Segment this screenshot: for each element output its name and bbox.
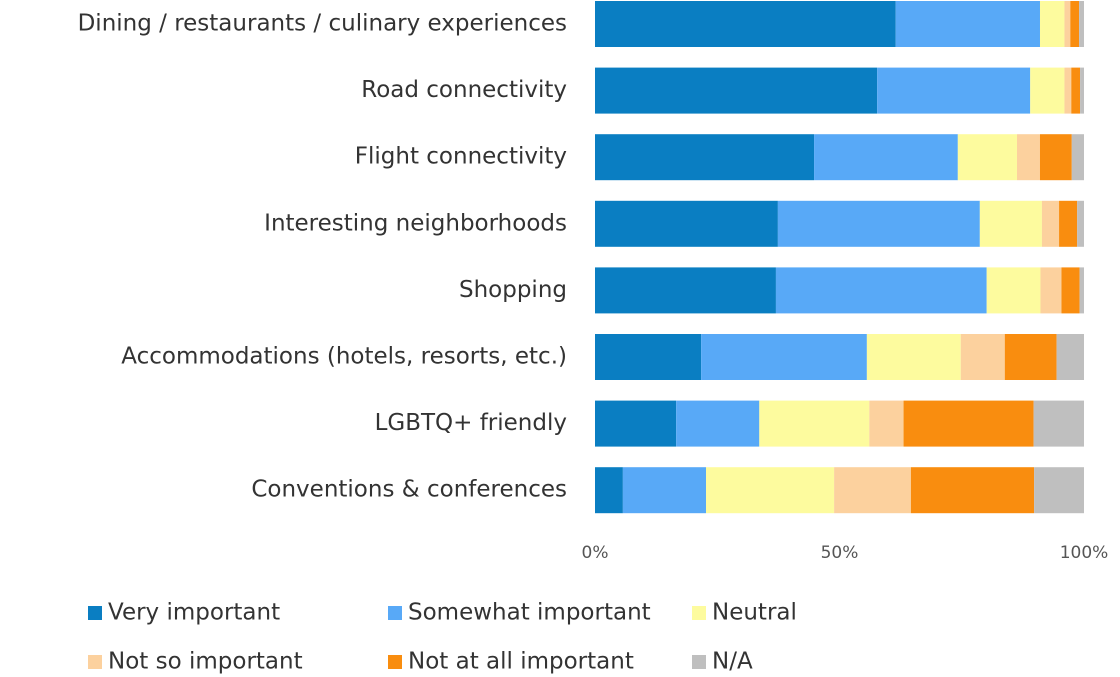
category-label: Conventions & conferences: [251, 477, 567, 503]
bar-segment: [706, 467, 835, 514]
category-label: Road connectivity: [361, 77, 567, 103]
bar-segment: [1017, 134, 1040, 181]
category-label: Interesting neighborhoods: [264, 210, 567, 236]
bar-segment: [1064, 67, 1072, 114]
category-label: Flight connectivity: [355, 144, 567, 170]
category-label: Accommodations (hotels, resorts, etc.): [121, 344, 567, 370]
legend-swatch: [88, 655, 102, 669]
x-tick-label: 0%: [582, 543, 609, 563]
bar-segment: [1056, 334, 1084, 380]
legend-swatch: [692, 655, 706, 669]
bar-segment: [1039, 1, 1065, 47]
bar-segment: [1059, 200, 1078, 247]
bar-segment: [595, 267, 776, 314]
bar-segment: [595, 400, 677, 447]
bar-segment: [1041, 200, 1060, 247]
bar-segment: [595, 1, 896, 47]
bar-segment: [595, 134, 815, 181]
legend-label: Very important: [108, 600, 280, 626]
bar-segment: [957, 134, 1018, 181]
bar-segment: [777, 200, 980, 247]
bar-segment: [595, 200, 778, 247]
category-label: Dining / restaurants / culinary experien…: [78, 11, 567, 37]
category-label: Shopping: [459, 277, 567, 303]
bar-segment: [903, 400, 1034, 447]
bar-segment: [595, 334, 702, 380]
bar-segment: [1034, 467, 1084, 514]
bar-segment: [834, 467, 911, 514]
bar-segment: [1040, 267, 1062, 314]
bar-segment: [1071, 67, 1081, 114]
legend-label: Neutral: [712, 600, 797, 626]
bar-segment: [814, 134, 958, 181]
legend-label: Not at all important: [408, 649, 634, 675]
bar-segment: [1039, 134, 1072, 181]
bar-segment: [701, 334, 867, 380]
bar-segment: [759, 400, 870, 447]
bar-segment: [877, 67, 1031, 114]
x-tick-label: 50%: [821, 543, 859, 563]
bar-segment: [895, 1, 1040, 47]
bar-segment: [595, 467, 623, 514]
bar-segment: [1079, 1, 1084, 47]
bar-segment: [866, 334, 961, 380]
bar-segment: [1004, 334, 1057, 380]
legend-swatch: [388, 606, 402, 620]
bar-segment: [1077, 200, 1084, 247]
legend-swatch: [388, 655, 402, 669]
bar-segment: [1064, 1, 1071, 47]
bar-segment: [869, 400, 904, 447]
bar-segment: [1061, 267, 1080, 314]
bar-segment: [1080, 67, 1084, 114]
bar-segment: [979, 200, 1042, 247]
bar-segment: [1030, 67, 1065, 114]
legend-label: Not so important: [108, 649, 303, 675]
bar-segment: [595, 67, 878, 114]
bar-segment: [986, 267, 1041, 314]
bar-segment: [960, 334, 1005, 380]
category-label: LGBTQ+ friendly: [375, 410, 567, 436]
legend-label: Somewhat important: [408, 600, 651, 626]
legend-swatch: [692, 606, 706, 620]
legend-label: N/A: [712, 649, 753, 675]
bar-segment: [622, 467, 707, 514]
bar-segment: [775, 267, 987, 314]
bar-segment: [910, 467, 1035, 514]
bar-segment: [1033, 400, 1084, 447]
bar-segment: [1079, 267, 1084, 314]
bar-segment: [1070, 1, 1080, 47]
x-tick-label: 100%: [1060, 543, 1109, 563]
legend-swatch: [88, 606, 102, 620]
bar-segment: [1071, 134, 1084, 181]
bar-segment: [676, 400, 760, 447]
